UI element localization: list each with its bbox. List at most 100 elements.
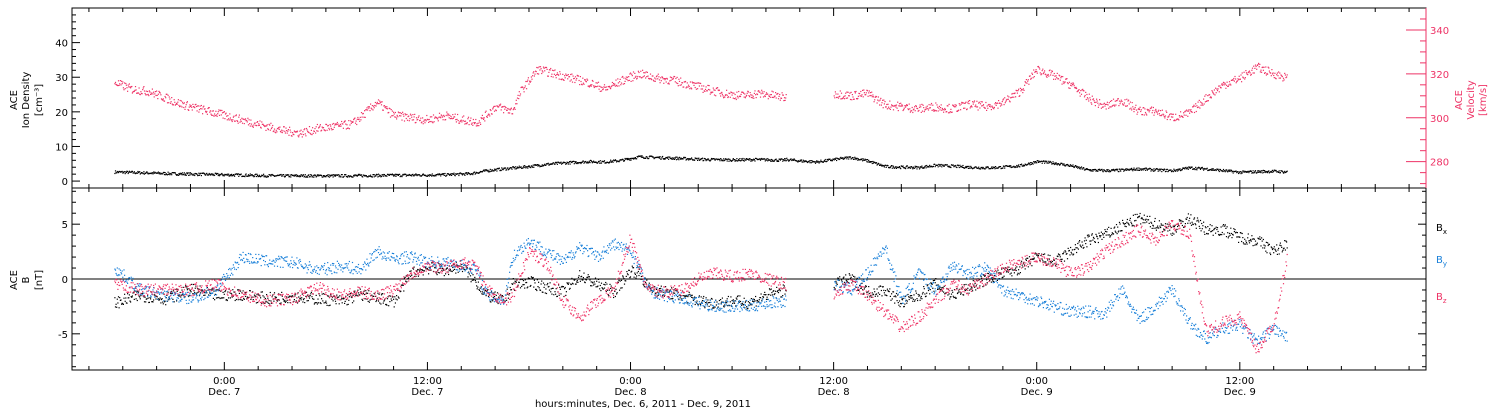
density-point (523, 166, 525, 169)
density-point (394, 175, 396, 177)
bx-point (678, 299, 680, 301)
bx-point (323, 302, 325, 304)
velocity-point (507, 107, 509, 110)
velocity-point (783, 100, 785, 102)
bx-point (170, 292, 172, 294)
density-point (796, 160, 798, 162)
bx-point (216, 289, 218, 291)
bx-point (285, 300, 287, 303)
density-point (646, 156, 648, 158)
velocity-point (199, 105, 201, 107)
density-point (522, 167, 524, 169)
density-point (865, 159, 867, 161)
velocity-point (166, 93, 168, 95)
bx-point (322, 300, 324, 302)
density-point (602, 160, 604, 163)
density-point (312, 174, 314, 177)
velocity-point (202, 113, 204, 115)
density-point (1063, 164, 1066, 166)
bx-point (868, 286, 870, 288)
velocity-point (683, 86, 685, 88)
density-point (174, 172, 176, 174)
density-point (676, 156, 678, 158)
bx-point (346, 304, 348, 306)
velocity-point (347, 127, 349, 129)
bx-point (316, 303, 318, 305)
velocity-point (255, 125, 257, 127)
density-point (895, 166, 897, 168)
density-point (1228, 170, 1230, 172)
density-point (1001, 167, 1003, 169)
density-point (463, 173, 465, 175)
density-point (587, 162, 589, 164)
velocity-point (528, 83, 530, 85)
velocity-point (1267, 73, 1269, 75)
bx-point (666, 289, 668, 291)
bx-point (639, 272, 641, 274)
bx-point (503, 299, 505, 301)
velocity-point (446, 111, 448, 113)
density-point (709, 160, 711, 162)
density-point (1010, 165, 1012, 167)
bx-point (406, 281, 408, 283)
velocity-point (575, 79, 577, 81)
bx-point (846, 280, 848, 282)
velocity-point (1186, 110, 1188, 112)
velocity-point (448, 117, 450, 119)
density-point (501, 167, 503, 169)
bx-point (579, 280, 581, 282)
velocity-point (1120, 101, 1122, 103)
density-point (691, 157, 693, 159)
velocity-point (249, 123, 251, 125)
velocity-point (389, 116, 392, 118)
density-point (307, 176, 309, 178)
density-point (696, 157, 698, 159)
bx-point (131, 295, 133, 297)
density-point (133, 171, 135, 173)
density-point (940, 163, 942, 166)
velocity-point (1252, 72, 1254, 74)
density-point (1181, 168, 1183, 170)
density-point (758, 158, 760, 161)
density-point (728, 160, 730, 162)
density-point (1236, 172, 1238, 174)
bx-point (160, 302, 162, 304)
velocity-point (413, 116, 415, 118)
bx-point (356, 295, 358, 297)
density-point (648, 157, 650, 160)
bx-point (764, 291, 766, 293)
bx-point (386, 298, 389, 300)
density-point (565, 163, 567, 165)
velocity-point (1051, 70, 1053, 72)
bx-point (687, 296, 689, 298)
velocity-point (778, 95, 780, 97)
density-point (923, 167, 925, 169)
velocity-point (834, 97, 836, 99)
density-point (667, 156, 669, 158)
density-point (1045, 161, 1047, 163)
density-point (977, 167, 979, 169)
density-point (720, 158, 722, 160)
velocity-point (585, 81, 587, 83)
density-point (835, 157, 837, 159)
bx-point (237, 299, 239, 301)
bx-point (841, 280, 843, 282)
velocity-point (606, 89, 608, 91)
velocity-point (292, 132, 294, 134)
velocity-point (743, 96, 745, 98)
density-point (965, 165, 967, 168)
velocity-point (473, 122, 475, 124)
velocity-point (635, 75, 637, 77)
velocity-point (1054, 78, 1057, 80)
density-point (891, 167, 893, 169)
density-point (911, 167, 913, 169)
density-point (1027, 163, 1029, 166)
density-point (1243, 171, 1245, 173)
velocity-point (127, 90, 129, 92)
bx-point (250, 298, 252, 300)
bx-point (311, 296, 313, 298)
velocity-point (1008, 100, 1011, 102)
bx-point (656, 295, 658, 297)
bx-point (715, 304, 717, 306)
velocity-point (1243, 71, 1245, 73)
